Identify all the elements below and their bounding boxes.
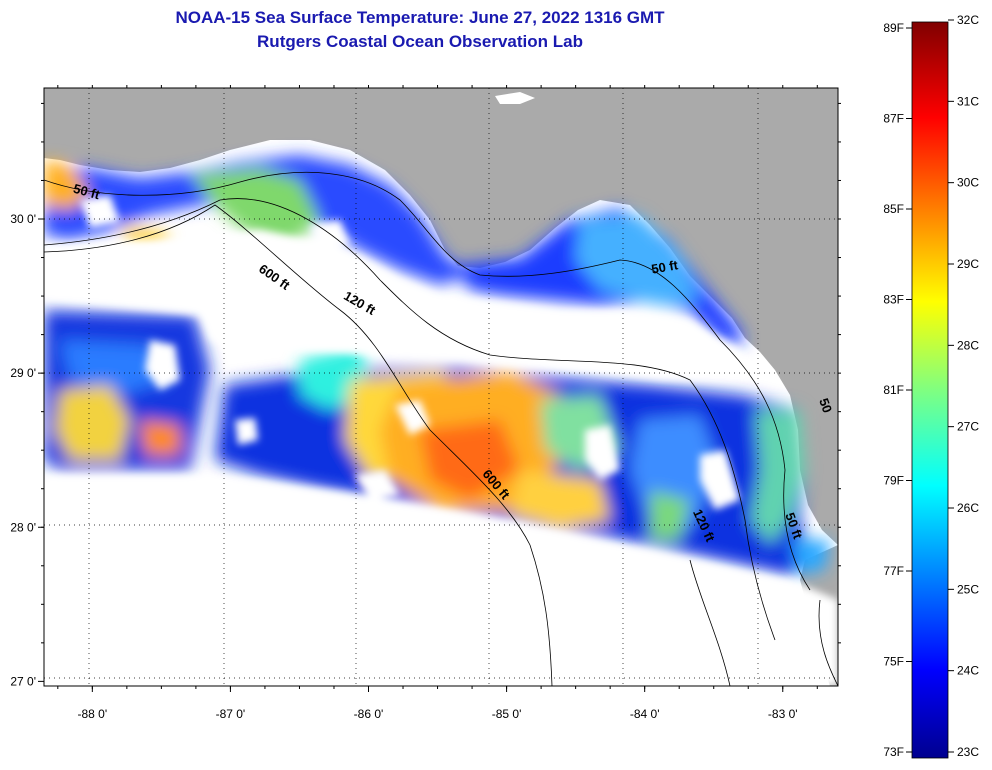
chart-title: NOAA-15 Sea Surface Temperature: June 27…: [175, 8, 665, 27]
land-mass: [44, 88, 838, 545]
cloud-gaps: [44, 195, 838, 686]
colorbar-f-label: 83F: [883, 293, 904, 307]
colorbar: [911, 21, 949, 759]
contour-600ft: [44, 204, 553, 686]
lon-tick-label: -87 0': [216, 707, 246, 721]
colorbar-c-label: 30C: [957, 176, 979, 190]
colorbar-c-label: 26C: [957, 501, 979, 515]
colorbar-f-label: 89F: [883, 21, 904, 35]
lat-tick-label: 29 0': [10, 366, 36, 380]
contour-label: 50 ft: [650, 257, 680, 277]
plot-frame: [43, 87, 839, 687]
colorbar-c-label: 28C: [957, 338, 979, 352]
colorbar-c-label: 23C: [957, 745, 979, 759]
colorbar-f-label: 81F: [883, 383, 904, 397]
colorbar-f-label: 73F: [883, 745, 904, 759]
colorbar-c-label: 24C: [957, 664, 979, 678]
colorbar-f-label: 79F: [883, 474, 904, 488]
lon-tick-label: -86 0': [354, 707, 384, 721]
lon-tick-label: -88 0': [78, 707, 108, 721]
colorbar-c-label: 32C: [957, 13, 979, 27]
colorbar-c-label: 25C: [957, 582, 979, 596]
colorbar-f-label: 75F: [883, 655, 904, 669]
colorbar-c-label: 27C: [957, 420, 979, 434]
lon-tick-label: -83 0': [768, 707, 798, 721]
contour-120ft: [44, 198, 776, 641]
sst-field: [44, 155, 830, 575]
lon-tick-label: -85 0': [492, 707, 522, 721]
contour-label: 50: [816, 396, 835, 415]
lat-tick-label: 28 0': [10, 520, 36, 534]
colorbar-f-label: 85F: [883, 202, 904, 216]
lat-tick-label: 27 0': [10, 674, 36, 688]
colorbar-c-label: 29C: [957, 257, 979, 271]
depth-contours: [44, 171, 838, 686]
colorbar-labels: 89F 87F 85F 83F 81F 79F 77F 75F 73F 32C 31C 30C 29C 2…: [883, 13, 979, 759]
colorbar-f-label: 77F: [883, 564, 904, 578]
colorbar-c-label: 31C: [957, 94, 979, 108]
axis-tick-group: -88 0' -87 0' -86 0' -85 0' -84 0' -83 0' 30 0…: [10, 85, 841, 721]
contour-label: 50 ft: [72, 181, 102, 203]
lat-tick-label: 30 0': [10, 212, 36, 226]
contour-50ft: [44, 171, 811, 591]
lon-tick-label: -84 0': [630, 707, 660, 721]
chart-subtitle: Rutgers Coastal Ocean Observation Lab: [257, 32, 583, 51]
colorbar-f-label: 87F: [883, 112, 904, 126]
